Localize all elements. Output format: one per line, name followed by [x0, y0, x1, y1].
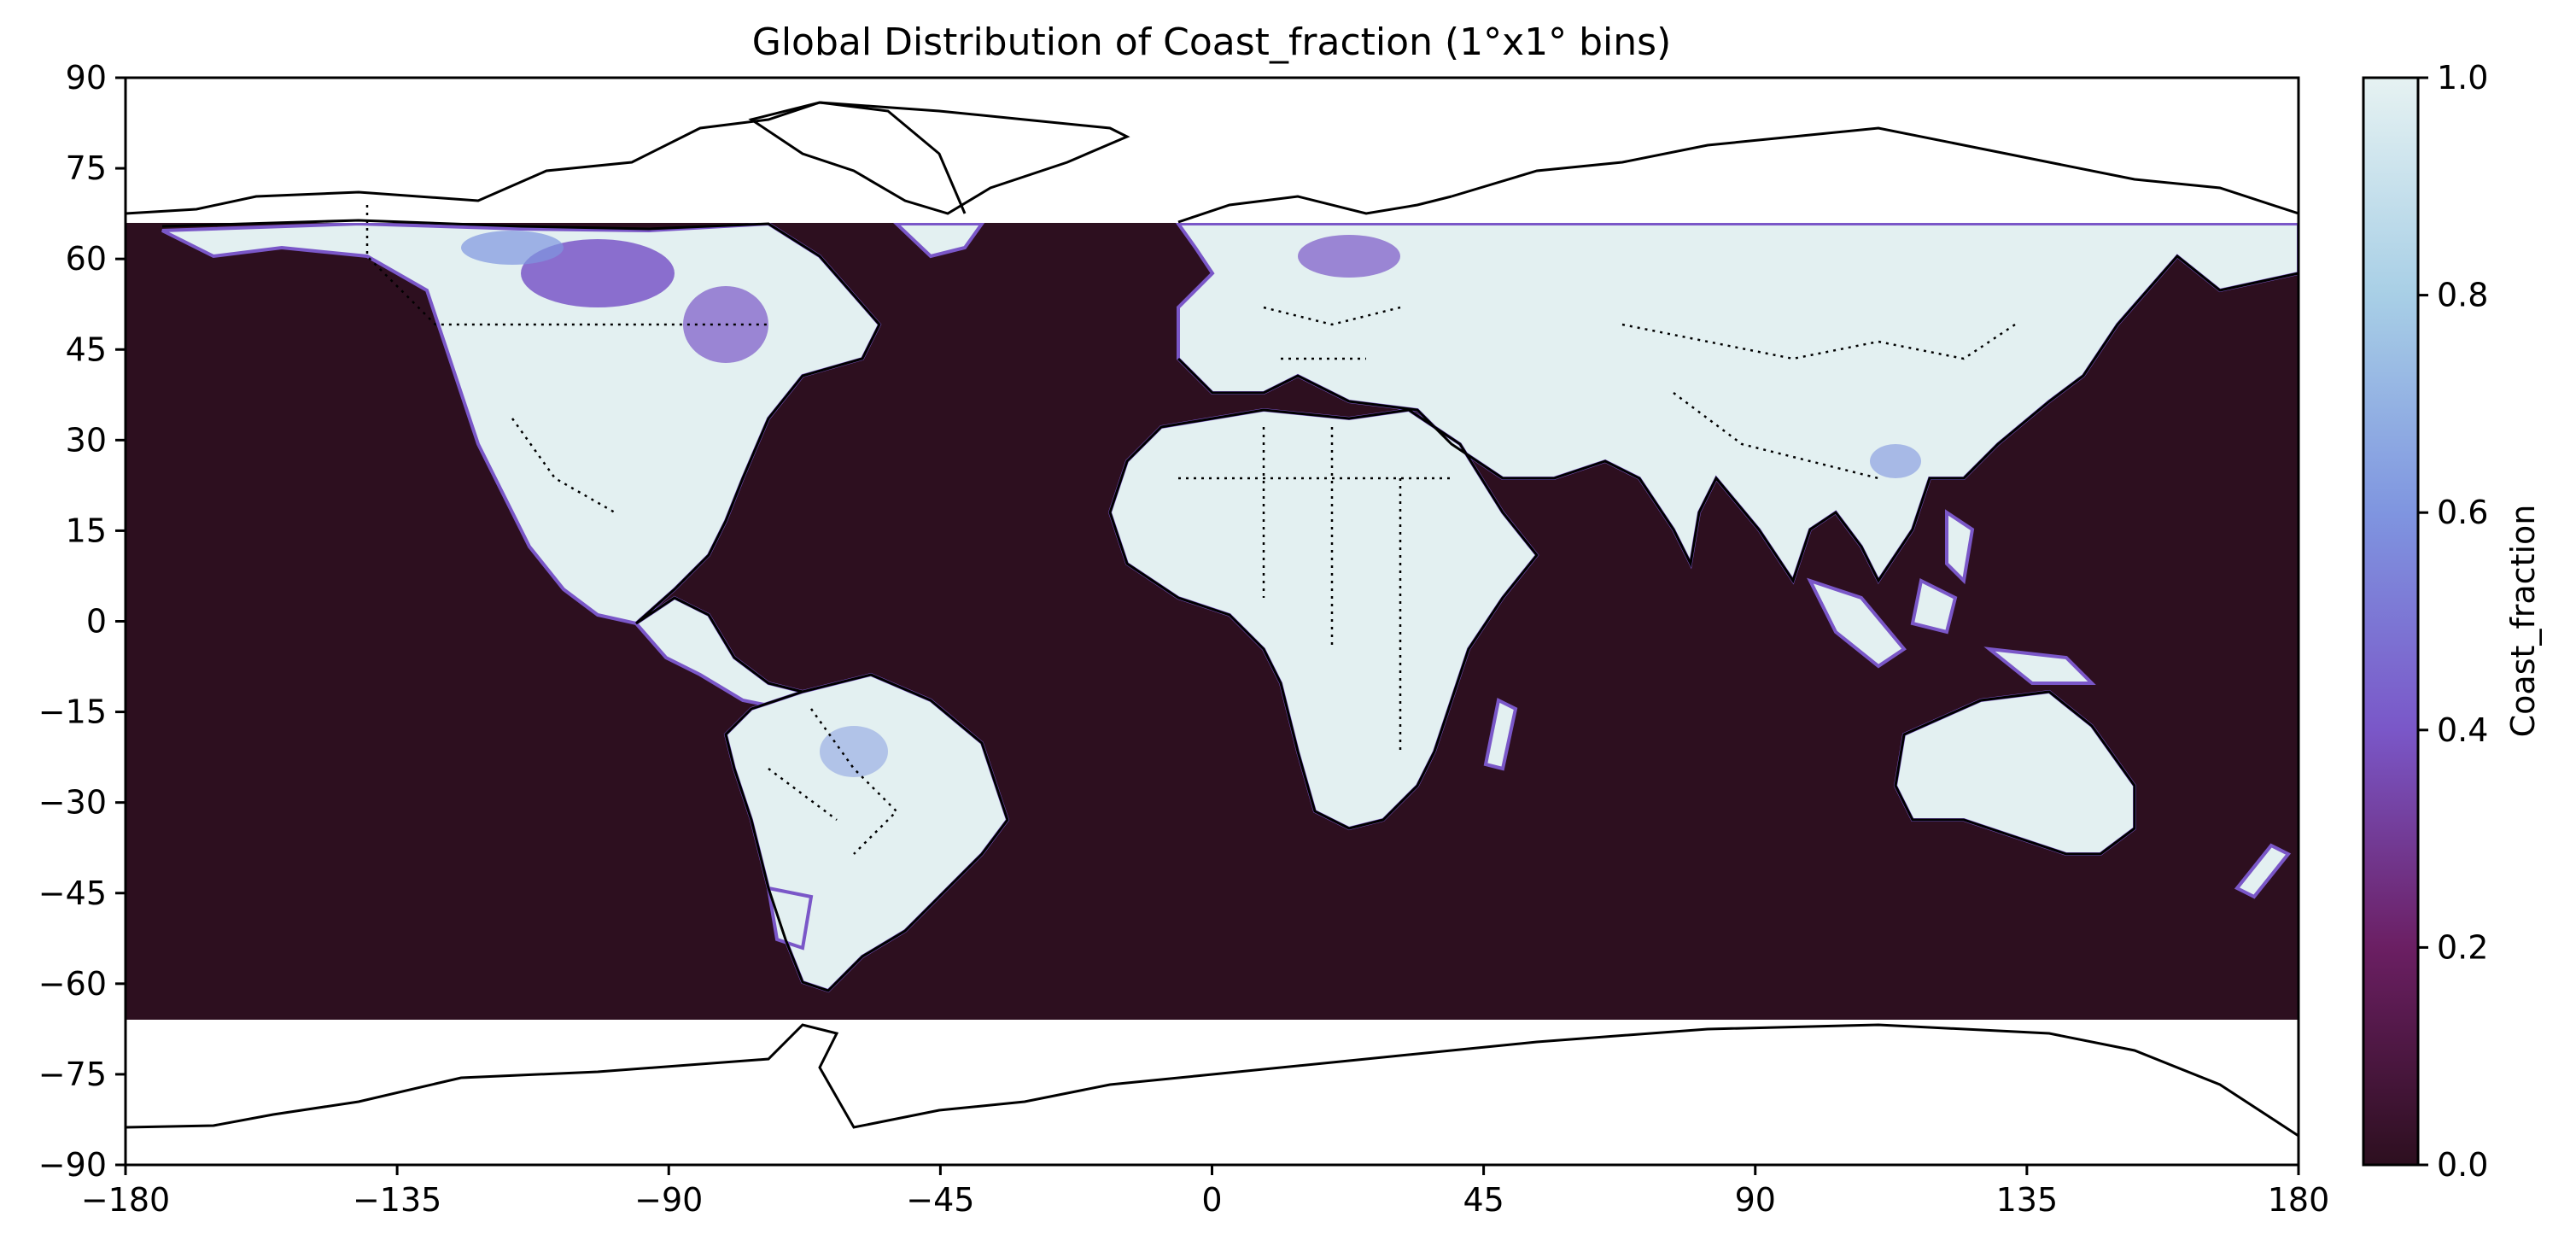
x-tick-label: 0 — [1201, 1181, 1222, 1219]
x-axis: −180 −135 −90 −45 0 45 90 135 180 — [81, 1165, 2329, 1219]
y-tick-label: 60 — [66, 240, 107, 278]
colorbar-tick-label: 1.0 — [2437, 59, 2488, 97]
y-tick-label: 90 — [66, 59, 107, 97]
x-tick-label: 90 — [1735, 1181, 1776, 1219]
y-tick-label: 75 — [66, 149, 107, 187]
y-tick-label: −15 — [38, 693, 107, 731]
patagonia-land — [766, 886, 814, 951]
y-tick-label: −75 — [38, 1056, 107, 1093]
colorbar-tick-label: 0.6 — [2437, 494, 2488, 531]
y-tick-label: 0 — [86, 603, 107, 641]
country-borders — [365, 205, 2016, 855]
colorbar-gradient — [2362, 76, 2420, 1167]
new-zealand-land — [2234, 843, 2292, 899]
y-tick-label: −90 — [38, 1146, 107, 1184]
greenland-land — [893, 223, 985, 259]
chart-title: Global Distribution of Coast_fraction (1… — [752, 20, 1672, 64]
x-tick-label: 180 — [2268, 1181, 2330, 1219]
x-tick-label: −45 — [906, 1181, 974, 1219]
x-tick-label: −90 — [634, 1181, 703, 1219]
x-tick-label: −180 — [81, 1181, 170, 1219]
y-tick-label: 45 — [66, 331, 107, 368]
colorbar-tick-label: 0.0 — [2437, 1146, 2488, 1184]
x-tick-label: 45 — [1463, 1181, 1504, 1219]
maritime-asia-land — [1807, 509, 2096, 685]
coastlines — [126, 101, 2299, 1138]
colorbar-ticks: 0.0 0.2 0.4 0.6 0.8 1.0 — [2418, 59, 2488, 1184]
y-axis: 90 75 60 45 30 15 0 −15 −30 −45 −60 −75 −90 — [38, 59, 126, 1184]
y-tick-label: 15 — [66, 512, 107, 549]
y-tick-label: −30 — [38, 784, 107, 822]
madagascar-land — [1483, 698, 1518, 771]
y-tick-label: 30 — [66, 421, 107, 459]
x-tick-label: −135 — [353, 1181, 441, 1219]
colorbar: 0.0 0.2 0.4 0.6 0.8 1.0 Coast_fraction — [2362, 59, 2542, 1184]
y-tick-label: −45 — [38, 875, 107, 912]
land-heatmap — [161, 223, 2299, 993]
x-tick-label: 135 — [1996, 1181, 2059, 1219]
y-tick-label: −60 — [38, 965, 107, 1003]
colorbar-tick-label: 0.2 — [2437, 928, 2488, 966]
plot-area — [126, 78, 2299, 1165]
colorbar-tick-label: 0.8 — [2437, 277, 2488, 314]
colorbar-tick-label: 0.4 — [2437, 711, 2488, 749]
colorbar-label: Coast_fraction — [2504, 505, 2542, 738]
